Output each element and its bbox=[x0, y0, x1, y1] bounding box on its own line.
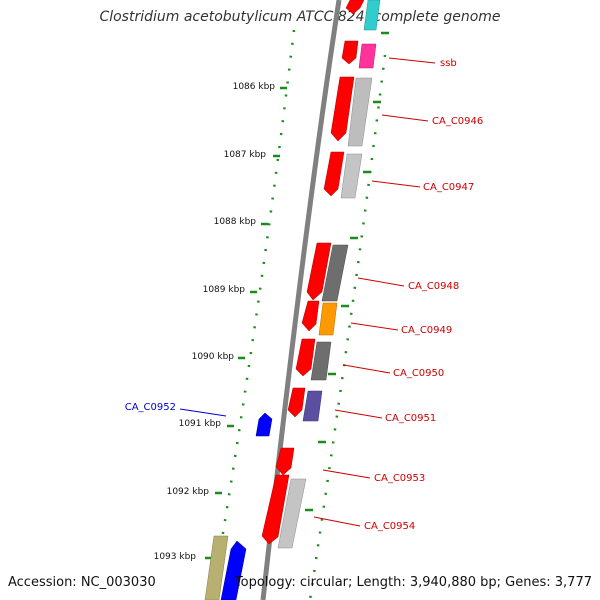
inner-major-ticks bbox=[205, 86, 287, 560]
scale-label: 1092 kbp bbox=[167, 487, 210, 497]
genome-summary-text: Topology: circular; Length: 3,940,880 bp… bbox=[234, 575, 592, 590]
scale-label: 1087 kbp bbox=[224, 150, 267, 160]
gene-label: CA_C0948 bbox=[408, 281, 459, 292]
leader-line bbox=[343, 364, 391, 374]
cds-arrow bbox=[345, 0, 365, 15]
cds-arrow bbox=[306, 242, 332, 301]
gene-block-cyan bbox=[363, 0, 381, 31]
scale-label: 1091 kbp bbox=[179, 419, 222, 429]
leader-line bbox=[313, 516, 361, 527]
gene-block-light-gray bbox=[277, 478, 307, 549]
gene-block-dark-gray bbox=[321, 244, 349, 302]
leader-line bbox=[322, 469, 371, 479]
gene-label: ssb bbox=[440, 58, 457, 69]
cds-arrow bbox=[341, 40, 359, 65]
cds-arrow bbox=[287, 387, 306, 418]
gene-block-olive bbox=[204, 535, 229, 600]
scale-label: 1088 kbp bbox=[214, 217, 257, 227]
gene-label: CA_C0947 bbox=[423, 182, 474, 193]
gene-label: CA_C0954 bbox=[364, 521, 415, 532]
gene-label: CA_C0950 bbox=[393, 368, 444, 379]
leader-line bbox=[350, 322, 399, 331]
gene-block-pink bbox=[358, 43, 377, 69]
gene-block-orange bbox=[318, 302, 338, 336]
gene-block-purple bbox=[302, 390, 323, 422]
gene-label: CA_C0952 bbox=[125, 402, 176, 413]
gene-label: CA_C0953 bbox=[374, 473, 425, 484]
leader-line bbox=[179, 408, 227, 417]
scale-label: 1089 kbp bbox=[203, 285, 246, 295]
leader-line bbox=[334, 409, 383, 419]
outer-scale-arc bbox=[308, 54, 387, 600]
cds-arrow bbox=[323, 151, 345, 197]
gene-label: CA_C0951 bbox=[385, 413, 436, 424]
gene-block-light-gray bbox=[340, 153, 363, 199]
leader-line bbox=[388, 57, 436, 64]
map-title: Clostridium acetobutylicum ATCC 824, com… bbox=[99, 9, 501, 25]
cds-arrow bbox=[295, 338, 316, 377]
leader-line bbox=[381, 114, 429, 122]
gene-label: CA_C0946 bbox=[432, 116, 483, 127]
cds-arrow bbox=[275, 447, 295, 476]
reverse-cds-arrow bbox=[220, 540, 247, 600]
leader-line bbox=[371, 180, 421, 188]
scale-label: 1086 kbp bbox=[233, 82, 276, 92]
cds-arrow bbox=[301, 300, 320, 332]
gene-block-light-gray bbox=[347, 77, 373, 147]
cds-arrow bbox=[330, 76, 355, 142]
outer-major-ticks bbox=[305, 31, 389, 512]
reverse-cds-arrow bbox=[255, 412, 273, 437]
gene-label: CA_C0949 bbox=[401, 325, 452, 336]
accession-text: Accession: NC_003030 bbox=[8, 575, 156, 590]
scale-label: 1090 kbp bbox=[192, 352, 235, 362]
leader-line bbox=[357, 277, 405, 287]
cds-arrow bbox=[261, 474, 290, 545]
gene-block-dark-gray bbox=[310, 341, 332, 381]
scale-label: 1093 kbp bbox=[154, 552, 197, 562]
